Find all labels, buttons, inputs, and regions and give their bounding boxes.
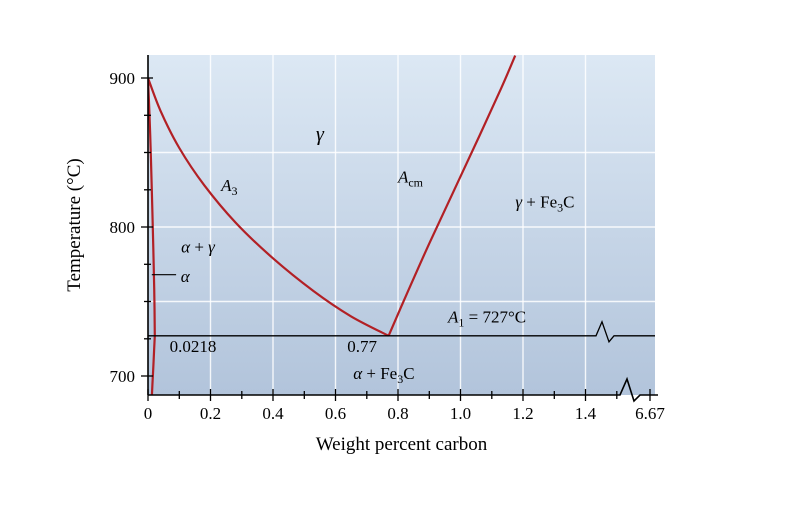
- a1-label: A1 = 727°C: [447, 307, 526, 329]
- x-axis: [148, 376, 658, 403]
- x-tick-label: 1.4: [575, 404, 597, 423]
- x-tick-label: 0: [144, 404, 153, 423]
- y-axis-title: Temperature (°C): [64, 158, 85, 291]
- axis-ticks: [141, 77, 651, 401]
- alpha-solvus: [150, 335, 156, 395]
- acm-boundary: [387, 55, 517, 337]
- plot-area: [148, 55, 655, 395]
- x-tick-label: 1.0: [450, 404, 471, 423]
- x-tick-label: 0.4: [262, 404, 284, 423]
- gamma-region: γ: [316, 124, 325, 146]
- x-tick-label: 0.2: [200, 404, 221, 423]
- y-tick-label: 900: [110, 69, 136, 88]
- gridlines: [148, 55, 655, 395]
- alpha-region: α: [181, 267, 191, 286]
- alpha-max-solubility-label: 0.0218: [170, 337, 217, 356]
- alpha-gamma-region: α + γ: [181, 237, 216, 256]
- x-tick-label: 0.8: [387, 404, 408, 423]
- tick-labels: 0 0.2 0.4 0.6 0.8 1.0 1.2 1.4 6.67 900 800 700: [110, 69, 666, 423]
- alpha-left-boundary: [148, 77, 156, 336]
- x-axis-title: Weight percent carbon: [316, 434, 488, 455]
- y-tick-label: 700: [110, 367, 136, 386]
- a3-label: A3: [220, 176, 237, 198]
- y-tick-label: 800: [110, 218, 136, 237]
- acm-label: Acm: [397, 167, 424, 189]
- eutectoid-composition-label: 0.77: [347, 337, 377, 356]
- gamma-fe3c-region: γ + Fe3C: [515, 193, 574, 215]
- alpha-fe3c-region: α + Fe3C: [353, 364, 414, 386]
- a1-eutectoid-line: [148, 320, 655, 344]
- x-tick-label: 1.2: [512, 404, 533, 423]
- x-tick-label: 0.6: [325, 404, 346, 423]
- x-tick-label: 6.67: [635, 404, 665, 423]
- a3-boundary: [148, 77, 390, 337]
- phase-boundaries: [148, 55, 517, 395]
